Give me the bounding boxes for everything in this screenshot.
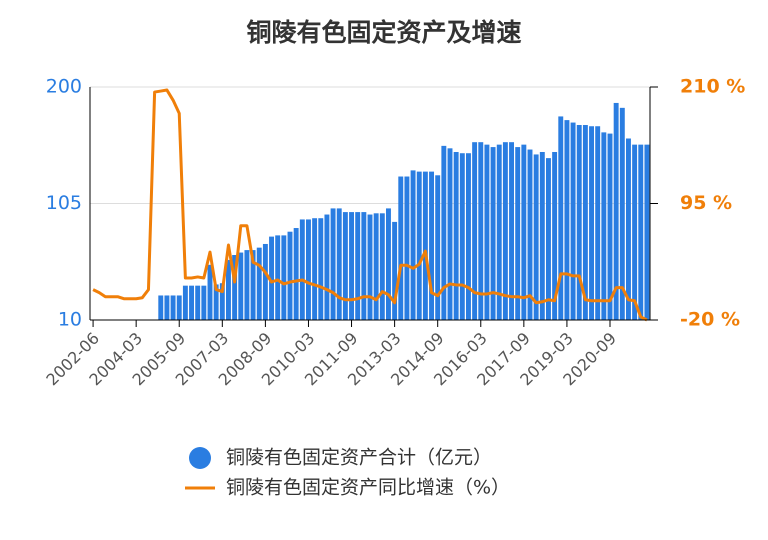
- bar: [607, 133, 613, 320]
- bar: [466, 153, 471, 320]
- bar: [213, 284, 219, 320]
- bar: [416, 171, 422, 320]
- bar: [262, 243, 268, 320]
- bar: [238, 252, 244, 320]
- bar: [182, 285, 188, 320]
- bar: [515, 147, 521, 320]
- bar: [644, 144, 650, 320]
- bar: [330, 208, 336, 320]
- bar: [496, 144, 502, 320]
- bar: [509, 142, 514, 320]
- bar: [164, 295, 170, 320]
- bar: [429, 171, 434, 320]
- bar: [447, 148, 453, 320]
- bar: [398, 176, 404, 320]
- legend-swatch: [189, 447, 211, 469]
- bar: [478, 142, 484, 320]
- bar: [219, 283, 225, 320]
- bar: [619, 107, 625, 320]
- bar: [355, 212, 361, 320]
- bar: [582, 125, 588, 320]
- y2-tick-label: 210 %: [680, 76, 745, 98]
- bar: [484, 144, 490, 320]
- y2-tick-label: 95 %: [680, 192, 732, 214]
- bar: [250, 250, 256, 320]
- bar: [386, 208, 391, 320]
- bar: [176, 295, 182, 320]
- bar: [312, 218, 318, 320]
- bar: [207, 264, 213, 320]
- bar: [189, 285, 194, 320]
- bar: [306, 219, 311, 320]
- bar: [373, 213, 379, 320]
- bar: [539, 151, 545, 320]
- bar: [613, 102, 619, 320]
- chart-title: 铜陵有色固定资产及增速: [246, 18, 521, 47]
- bar: [287, 231, 293, 320]
- line: [92, 88, 648, 322]
- bar: [201, 285, 207, 320]
- legend-label: 铜陵有色固定资产合计（亿元）: [226, 447, 492, 469]
- bar: [299, 219, 305, 320]
- bar: [367, 214, 373, 320]
- y-tick-label: 105: [46, 192, 82, 214]
- y-tick-label: 10: [58, 309, 82, 331]
- bar: [595, 126, 601, 321]
- bar: [318, 218, 324, 320]
- bar: [244, 250, 250, 320]
- bar: [256, 247, 262, 320]
- bar: [459, 153, 465, 320]
- bar: [570, 122, 576, 320]
- bar: [632, 144, 638, 320]
- bar: [404, 176, 410, 320]
- bar: [170, 295, 176, 320]
- bar: [490, 147, 496, 320]
- bar: [601, 132, 607, 320]
- bar: [349, 212, 354, 320]
- bar: [232, 255, 238, 320]
- bar: [638, 144, 644, 320]
- bar: [552, 151, 558, 320]
- bar: [336, 208, 342, 320]
- bar: [472, 142, 478, 320]
- legend-label: 铜陵有色固定资产同比增速（%）: [226, 477, 510, 499]
- bar: [379, 213, 385, 320]
- bar: [626, 138, 631, 320]
- bar: [527, 149, 533, 320]
- bar: [502, 142, 508, 320]
- bar: [422, 171, 428, 320]
- bar: [269, 236, 274, 320]
- bar: [576, 125, 582, 320]
- y-tick-label: 200: [46, 76, 82, 98]
- bar: [435, 175, 441, 320]
- bar: [293, 228, 299, 320]
- bar: [226, 259, 231, 320]
- bar: [521, 144, 527, 320]
- bar: [275, 235, 281, 320]
- bar: [533, 154, 539, 320]
- bar: [281, 235, 287, 320]
- bar: [564, 120, 570, 320]
- bar: [392, 221, 398, 320]
- bar: [441, 145, 447, 320]
- bar: [324, 214, 330, 320]
- bar: [195, 285, 201, 320]
- bar: [558, 116, 564, 320]
- bar: [158, 295, 164, 320]
- bar: [342, 212, 348, 320]
- bar: [453, 151, 459, 320]
- bar: [546, 158, 551, 320]
- bar: [410, 170, 416, 320]
- y2-tick-label: -20 %: [680, 309, 740, 331]
- bar: [361, 212, 367, 320]
- bar: [589, 126, 594, 321]
